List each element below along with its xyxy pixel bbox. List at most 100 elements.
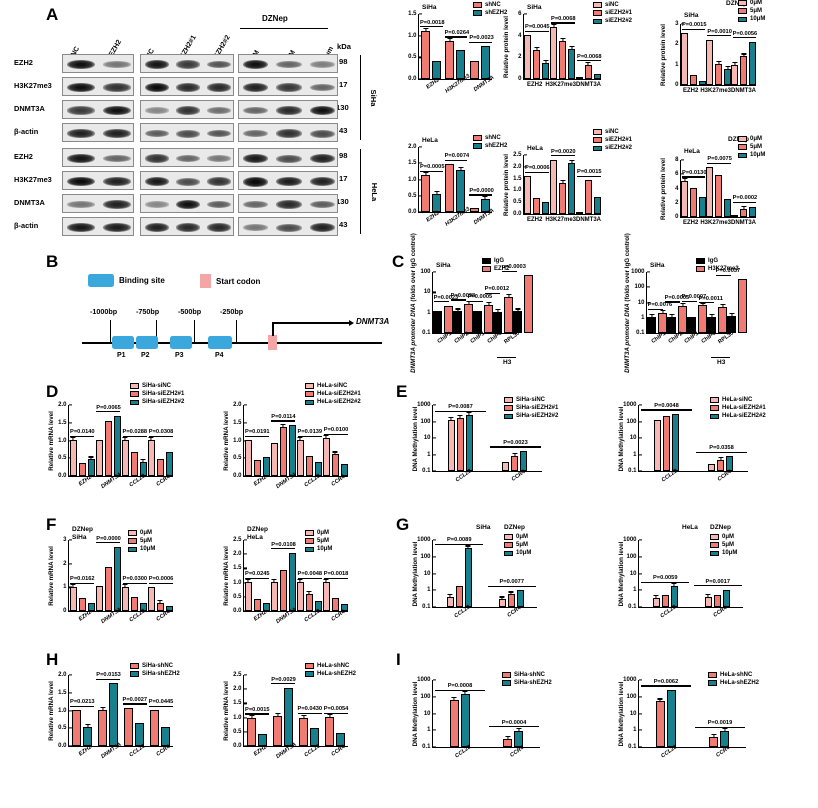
bar[interactable] xyxy=(585,180,592,214)
bar[interactable] xyxy=(559,41,566,79)
bar[interactable] xyxy=(105,421,112,476)
legend-item[interactable]: EZH2 xyxy=(482,266,509,272)
bar[interactable] xyxy=(245,582,252,611)
bar[interactable] xyxy=(96,440,103,476)
bar[interactable] xyxy=(289,553,296,611)
bar[interactable] xyxy=(484,305,493,333)
bar[interactable] xyxy=(247,718,256,746)
bar[interactable] xyxy=(109,683,118,746)
legend-item[interactable]: HeLa-shNC xyxy=(708,672,759,678)
legend-item[interactable]: 10μM xyxy=(738,16,765,22)
bar[interactable] xyxy=(461,694,470,747)
bar[interactable] xyxy=(550,160,557,214)
legend-item[interactable]: 0μM xyxy=(738,0,765,6)
bar[interactable] xyxy=(524,176,531,214)
bar[interactable] xyxy=(681,33,688,85)
bar[interactable] xyxy=(542,63,549,80)
legend-item[interactable]: 5μM xyxy=(710,542,737,548)
bar[interactable] xyxy=(284,688,293,746)
bar[interactable] xyxy=(122,587,129,611)
bar[interactable] xyxy=(708,464,715,471)
bar[interactable] xyxy=(663,416,670,471)
legend-item[interactable]: SiHa-shEZH2 xyxy=(130,671,180,677)
legend-item[interactable]: SiHa-siNC xyxy=(504,397,558,403)
bar[interactable] xyxy=(706,167,713,217)
bar[interactable] xyxy=(533,50,540,79)
bar[interactable] xyxy=(445,41,454,79)
bar[interactable] xyxy=(70,440,77,476)
bar[interactable] xyxy=(715,175,722,217)
bar[interactable] xyxy=(325,717,334,746)
bar[interactable] xyxy=(724,69,731,85)
bar[interactable] xyxy=(105,567,112,611)
legend-item[interactable]: 5μM xyxy=(738,8,765,14)
bar[interactable] xyxy=(705,597,712,607)
bar[interactable] xyxy=(690,75,697,85)
bar[interactable] xyxy=(421,31,430,79)
bar[interactable] xyxy=(699,197,706,217)
legend-item[interactable]: SiHa-siEZH2#2 xyxy=(504,413,558,419)
legend-item[interactable]: H3K27me3 xyxy=(696,266,739,272)
bar[interactable] xyxy=(718,307,727,333)
legend-item[interactable]: SiHa-siNC xyxy=(130,383,184,389)
bar[interactable] xyxy=(504,297,513,333)
legend-item[interactable]: HeLa-siEZH2#2 xyxy=(305,399,361,405)
legend-item[interactable]: 10μM xyxy=(738,152,765,158)
legend-item[interactable]: HeLa-shEZH2 xyxy=(305,671,356,677)
legend-item[interactable]: siEZH2#1 xyxy=(593,10,632,16)
bar[interactable] xyxy=(273,716,282,746)
bar[interactable] xyxy=(524,275,533,333)
bar[interactable] xyxy=(323,582,330,611)
bar[interactable] xyxy=(499,599,506,607)
legend-item[interactable]: 10μM xyxy=(305,546,332,552)
bar[interactable] xyxy=(271,582,278,611)
bar[interactable] xyxy=(297,440,304,476)
legend-item[interactable]: siEZH2#1 xyxy=(593,137,632,143)
legend-item[interactable]: SiHa-shEZH2 xyxy=(502,680,552,686)
legend-item[interactable]: IgG xyxy=(482,258,509,264)
bar[interactable] xyxy=(72,710,81,746)
bar[interactable] xyxy=(280,427,287,476)
legend-item[interactable]: HeLa-siNC xyxy=(710,397,766,403)
bar[interactable] xyxy=(706,40,713,85)
legend-item[interactable]: 0μM xyxy=(305,530,332,536)
bar[interactable] xyxy=(585,65,592,79)
bar[interactable] xyxy=(245,440,252,476)
bar[interactable] xyxy=(709,737,718,747)
bar[interactable] xyxy=(447,597,454,607)
bar[interactable] xyxy=(297,582,304,611)
bar[interactable] xyxy=(542,202,549,214)
bar[interactable] xyxy=(533,198,540,214)
bar[interactable] xyxy=(738,279,747,333)
legend-item[interactable]: SiHa-siEZH2#1 xyxy=(130,391,184,397)
legend-item[interactable]: 0μM xyxy=(710,534,737,540)
legend-item[interactable]: 0μM xyxy=(738,136,765,142)
bar[interactable] xyxy=(568,49,575,79)
legend-item[interactable]: shNC xyxy=(473,2,507,8)
bar[interactable] xyxy=(731,65,738,85)
legend-item[interactable]: 5μM xyxy=(738,144,765,150)
bar[interactable] xyxy=(124,708,133,746)
bar[interactable] xyxy=(681,181,688,217)
bar[interactable] xyxy=(323,438,330,476)
bar[interactable] xyxy=(457,418,464,471)
legend-item[interactable]: HeLa-shNC xyxy=(305,663,356,669)
legend-item[interactable]: HeLa-siEZH2#1 xyxy=(305,391,361,397)
bar[interactable] xyxy=(98,710,107,746)
bar[interactable] xyxy=(122,440,129,476)
legend-item[interactable]: HeLa-shEZH2 xyxy=(708,680,759,686)
legend-item[interactable]: shNC xyxy=(473,135,507,141)
bar[interactable] xyxy=(96,586,103,611)
bar[interactable] xyxy=(448,420,455,471)
bar[interactable] xyxy=(114,416,121,476)
bar[interactable] xyxy=(470,61,479,79)
bar[interactable] xyxy=(450,700,459,747)
legend-item[interactable]: 5μM xyxy=(305,538,332,544)
bar[interactable] xyxy=(715,64,722,85)
legend-item[interactable]: 0μM xyxy=(128,530,155,536)
legend-item[interactable]: IgG xyxy=(696,258,739,264)
bar[interactable] xyxy=(70,587,77,611)
bar[interactable] xyxy=(445,164,454,212)
legend-item[interactable]: SiHa-siEZH2#1 xyxy=(504,405,558,411)
legend-item[interactable]: HeLa-siNC xyxy=(305,383,361,389)
